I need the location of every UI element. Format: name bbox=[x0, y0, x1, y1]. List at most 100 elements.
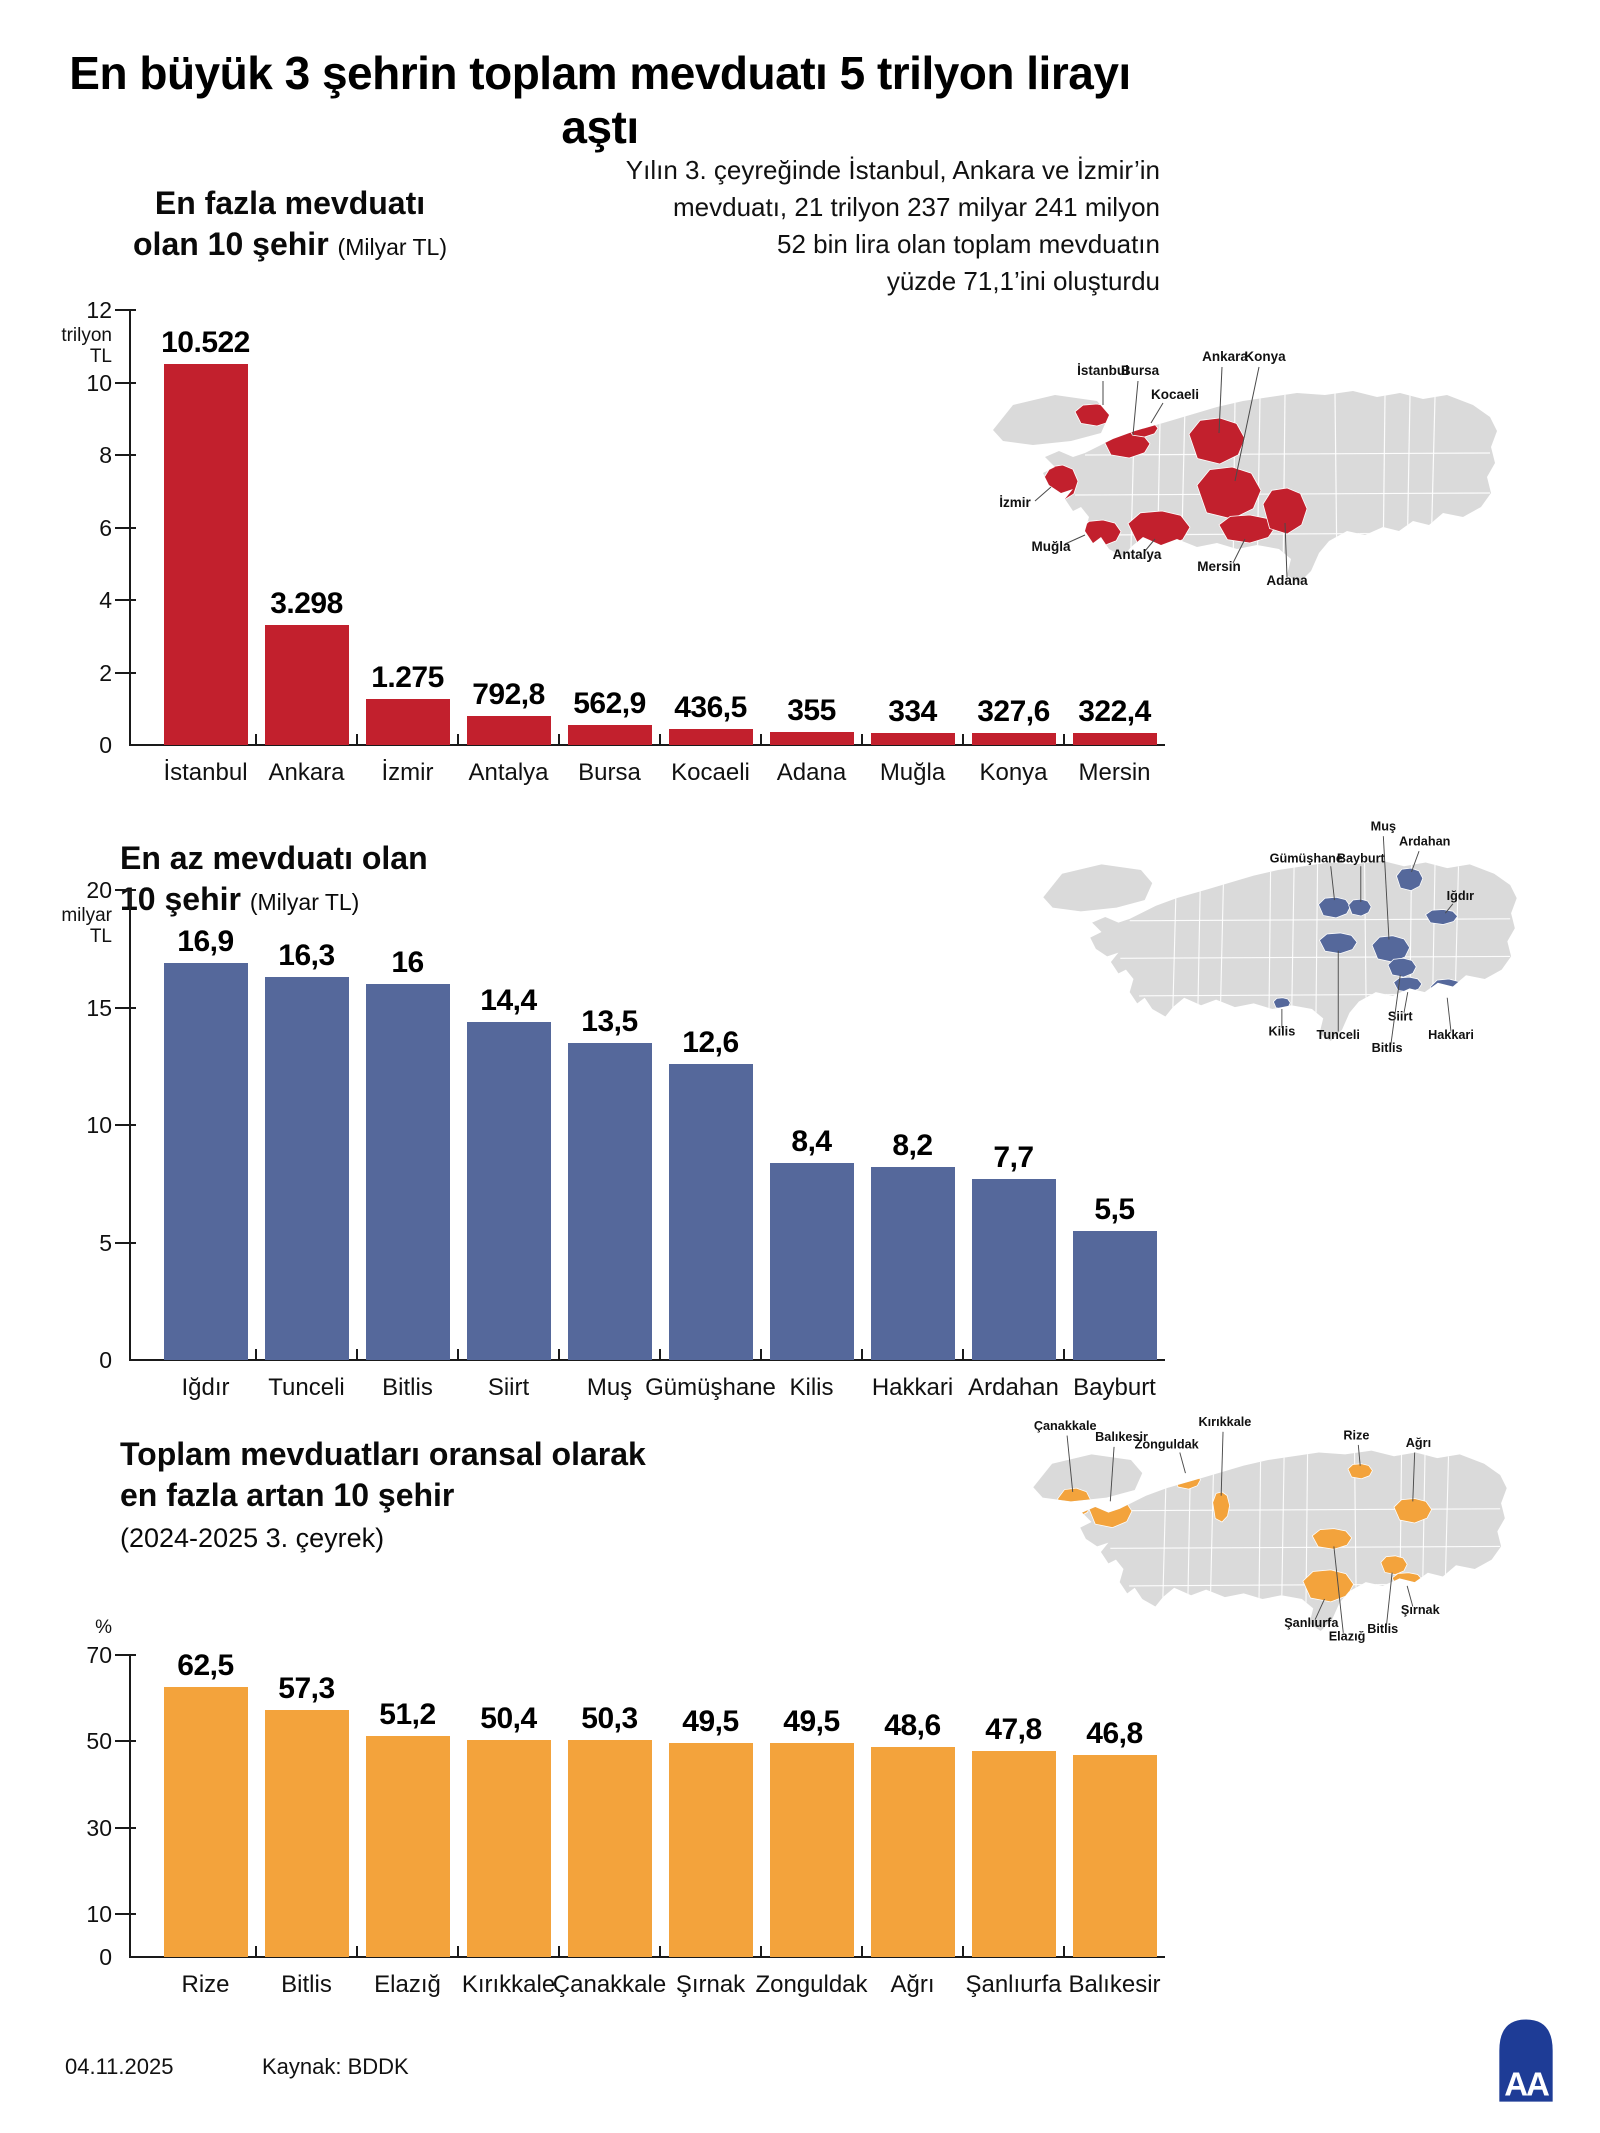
bar-value-label: 14,4 bbox=[480, 984, 537, 1017]
map-label-leader-line bbox=[1357, 1444, 1361, 1466]
y-axis-tick-label: 0 bbox=[99, 732, 112, 758]
bar bbox=[668, 1064, 753, 1360]
bar-value-label: 562,9 bbox=[573, 687, 646, 720]
highlighted-province bbox=[1396, 867, 1424, 892]
bar bbox=[769, 1743, 854, 1957]
bar-value-label: 49,5 bbox=[783, 1705, 840, 1738]
x-axis-tick bbox=[760, 1349, 762, 1359]
y-axis-tick bbox=[115, 889, 136, 891]
bar bbox=[567, 725, 652, 745]
section2-unit: (Milyar TL) bbox=[249, 889, 360, 915]
bar-value-label: 436,5 bbox=[674, 691, 747, 724]
section1-title-line2: olan 10 şehir bbox=[133, 226, 329, 262]
bar-category-label: Gümüşhane bbox=[645, 1374, 776, 1401]
x-axis-tick bbox=[1063, 1946, 1065, 1956]
y-axis-tick bbox=[115, 1006, 136, 1009]
x-axis-line bbox=[129, 744, 1165, 746]
y-axis-tick bbox=[115, 671, 136, 674]
map-label-leader-line bbox=[1064, 534, 1086, 545]
y-axis-tick-label: 6 bbox=[99, 514, 112, 541]
bar-value-label: 13,5 bbox=[581, 1005, 638, 1038]
bar bbox=[1072, 1755, 1157, 1957]
aa-logo-text: AA bbox=[1504, 2066, 1549, 2102]
highlighted-province bbox=[1272, 997, 1291, 1010]
highlighted-province bbox=[1127, 510, 1191, 548]
bar-value-label: 8,4 bbox=[791, 1125, 832, 1158]
map-landmass bbox=[1090, 860, 1517, 1041]
bar bbox=[870, 733, 955, 745]
map-label-leader-line bbox=[1444, 903, 1454, 914]
bar-value-label: 16,3 bbox=[278, 939, 335, 972]
y-axis-tick-label: 5 bbox=[99, 1229, 112, 1256]
highlighted-province bbox=[1318, 932, 1358, 954]
x-axis-tick bbox=[760, 734, 762, 744]
y-axis-tick bbox=[115, 454, 136, 456]
x-axis-line bbox=[129, 1956, 1165, 1958]
y-axis-tick bbox=[115, 1912, 136, 1915]
bar-value-label: 46,8 bbox=[1086, 1717, 1143, 1750]
bar-category-label: Mersin bbox=[1078, 759, 1151, 786]
bar-category-label: Tunceli bbox=[268, 1374, 345, 1401]
map-label-leader-line bbox=[1412, 1452, 1416, 1502]
highlighted-province bbox=[1380, 1555, 1408, 1575]
x-axis-tick bbox=[962, 1946, 964, 1956]
y-axis-tick-label: 30 bbox=[86, 1814, 112, 1841]
bar bbox=[668, 729, 753, 745]
y-axis-tick bbox=[115, 1826, 136, 1829]
bar-category-label: Ankara bbox=[268, 759, 345, 786]
map-province-label: Kocaeli bbox=[1151, 387, 1199, 402]
bar bbox=[264, 977, 349, 1360]
bar bbox=[769, 1163, 854, 1360]
bar-value-label: 48,6 bbox=[884, 1709, 941, 1742]
map-label-leader-line bbox=[1218, 366, 1223, 434]
x-axis-tick bbox=[962, 1349, 964, 1359]
bar-value-label: 49,5 bbox=[682, 1705, 739, 1738]
map-label-leader-line bbox=[1132, 380, 1139, 436]
y-axis-tick-label: 10 bbox=[86, 369, 112, 396]
x-axis-tick bbox=[659, 1946, 661, 1956]
map-label-leader-line bbox=[1330, 866, 1335, 901]
map-label-leader-line bbox=[1390, 975, 1401, 1045]
y-axis-unit-label: trilyon TL bbox=[61, 325, 112, 367]
bar-value-label: 355 bbox=[787, 694, 836, 727]
chart-least-deposits: 20 15 10 5 0 milyar TL 16,9 Iğdır 16,3 Tunceli 16 Bi… bbox=[60, 877, 1175, 1420]
y-axis-tick bbox=[115, 381, 136, 384]
map-province-label: Antalya bbox=[1113, 547, 1162, 562]
page-title: En büyük 3 şehrin toplam mevduatı 5 tril… bbox=[69, 47, 1131, 153]
bar-category-label: Şanlıurfa bbox=[965, 1971, 1062, 1998]
bar-category-label: Bursa bbox=[578, 759, 641, 786]
x-axis-tick bbox=[861, 1349, 863, 1359]
bar-category-label: Muş bbox=[586, 1374, 633, 1401]
map-highest-increase: Çanakkale Balıkesir Zonguldak Kırıkkale Rize… bbox=[990, 1398, 1550, 1708]
bar-category-label: Ağrı bbox=[890, 1971, 935, 1998]
map-landmass-thrace bbox=[1033, 1454, 1143, 1502]
y-axis-tick-label: 12 bbox=[86, 297, 112, 323]
bar-value-label: 50,4 bbox=[480, 1702, 537, 1735]
x-axis-line bbox=[129, 1359, 1165, 1361]
map-label-leader-line bbox=[1066, 1435, 1074, 1492]
y-axis-tick-label: 10 bbox=[86, 1112, 112, 1138]
bar-value-label: 16 bbox=[391, 946, 424, 979]
x-axis-tick bbox=[962, 734, 964, 744]
map-province-label: Zonguldak bbox=[1135, 1438, 1200, 1452]
map-province-label: Gümüşhane bbox=[1270, 851, 1343, 865]
map-province-label: Siirt bbox=[1388, 1009, 1413, 1023]
bar-category-label: Antalya bbox=[468, 759, 549, 786]
province-border-line bbox=[1084, 452, 1491, 456]
highlighted-province bbox=[1347, 1463, 1373, 1480]
map-label-leader-line bbox=[1406, 1585, 1414, 1607]
bar-value-label: 62,5 bbox=[177, 1649, 234, 1682]
bar-value-label: 47,8 bbox=[985, 1713, 1042, 1746]
bar bbox=[163, 963, 248, 1360]
bar bbox=[971, 1751, 1056, 1957]
bar-category-label: Şırnak bbox=[675, 1971, 746, 1998]
y-axis-tick-label: 10 bbox=[86, 1900, 112, 1927]
highlighted-province bbox=[1212, 1491, 1230, 1523]
map-label-leader-line bbox=[1314, 1598, 1325, 1620]
y-axis-tick bbox=[115, 1654, 136, 1656]
map-label-leader-line bbox=[1411, 851, 1420, 873]
bar-category-label: Rize bbox=[181, 1971, 230, 1998]
x-axis-tick bbox=[558, 734, 560, 744]
